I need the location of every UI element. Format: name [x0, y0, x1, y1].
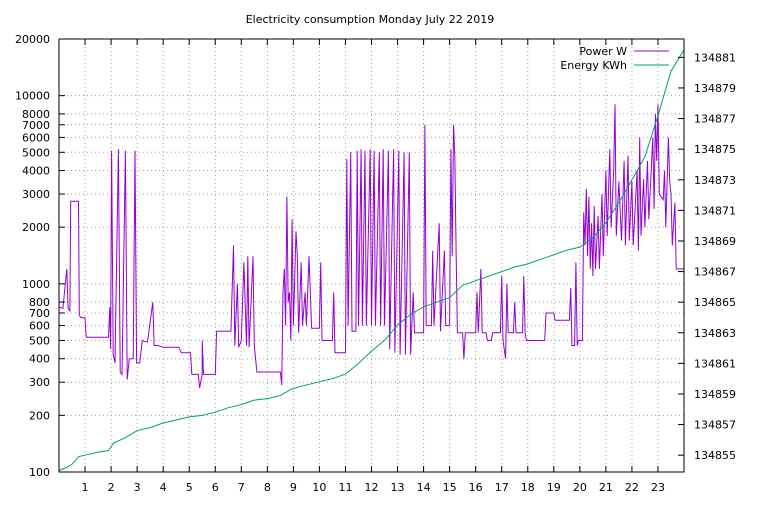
y-left-tick-label: 10000: [15, 90, 50, 103]
x-tick-label: 20: [573, 481, 587, 494]
y-right-tick-label: 134879: [694, 82, 736, 95]
y-left-tick-label: 5000: [22, 146, 50, 159]
x-tick-label: 11: [338, 481, 352, 494]
y-right-tick-label: 134865: [694, 296, 736, 309]
y-right-tick-label: 134869: [694, 235, 736, 248]
y-left-tick-label: 2000: [22, 221, 50, 234]
x-tick-label: 7: [238, 481, 245, 494]
series-line-power: [58, 104, 684, 388]
x-tick-label: 15: [443, 481, 457, 494]
series-line-energy: [58, 49, 685, 471]
x-tick-label: 9: [290, 481, 297, 494]
y-right-tick-label: 134857: [694, 419, 736, 432]
x-tick-label: 21: [599, 481, 613, 494]
x-tick-label: 10: [312, 481, 326, 494]
x-tick-label: 23: [651, 481, 665, 494]
y-left-tick-label: 3000: [22, 188, 50, 201]
chart-title: Electricity consumption Monday July 22 2…: [246, 13, 495, 26]
x-tick-label: 8: [264, 481, 271, 494]
y-right-tick-label: 134877: [694, 113, 736, 126]
y-right-tick-label: 134855: [694, 449, 736, 462]
y-right-tick-label: 134875: [694, 143, 736, 156]
legend-label: Energy KWh: [560, 59, 627, 72]
x-tick-label: 4: [160, 481, 167, 494]
y-right-tick-label: 134881: [694, 51, 736, 64]
x-tick-label: 13: [391, 481, 405, 494]
y-left-tick-label: 20000: [15, 33, 50, 46]
y-right-tick-label: 134867: [694, 266, 736, 279]
y-left-tick-label: 400: [29, 353, 50, 366]
x-tick-label: 1: [82, 481, 89, 494]
y-left-tick-label: 4000: [22, 165, 50, 178]
y-left-tick-label: 800: [29, 296, 50, 309]
x-tick-label: 18: [521, 481, 535, 494]
y-right-tick-label: 134871: [694, 204, 736, 217]
x-tick-label: 16: [469, 481, 483, 494]
x-tick-label: 12: [365, 481, 379, 494]
y-left-tick-label: 6000: [22, 131, 50, 144]
y-left-tick-label: 300: [29, 376, 50, 389]
y-left-tick-label: 1000: [22, 278, 50, 291]
y-left-tick-label: 600: [29, 320, 50, 333]
x-tick-label: 22: [625, 481, 639, 494]
y-right-tick-label: 134873: [694, 174, 736, 187]
y-left-tick-label: 700: [29, 307, 50, 320]
legend-label: Power W: [579, 45, 627, 58]
x-tick-label: 19: [547, 481, 561, 494]
y-right-tick-label: 134859: [694, 388, 736, 401]
y-left-tick-label: 500: [29, 334, 50, 347]
x-tick-label: 2: [108, 481, 115, 494]
y-left-tick-label: 100: [29, 466, 50, 479]
y-right-tick-label: 134861: [694, 357, 736, 370]
y-left-tick-label: 8000: [22, 108, 50, 121]
x-tick-label: 3: [134, 481, 141, 494]
x-tick-label: 14: [417, 481, 431, 494]
series-layer: [58, 49, 685, 471]
grid-layer: [59, 39, 684, 472]
y-right-tick-label: 134863: [694, 327, 736, 340]
tick-layer: 1 2 3 4 5 6 7 8 9 10 11 12 13 14 15 16 17 18 19 20 21 22 23100…: [15, 33, 736, 494]
y-left-tick-label: 7000: [22, 119, 50, 132]
x-tick-label: 6: [212, 481, 219, 494]
x-tick-label: 5: [186, 481, 193, 494]
y-left-tick-label: 200: [29, 409, 50, 422]
x-tick-label: 17: [495, 481, 509, 494]
